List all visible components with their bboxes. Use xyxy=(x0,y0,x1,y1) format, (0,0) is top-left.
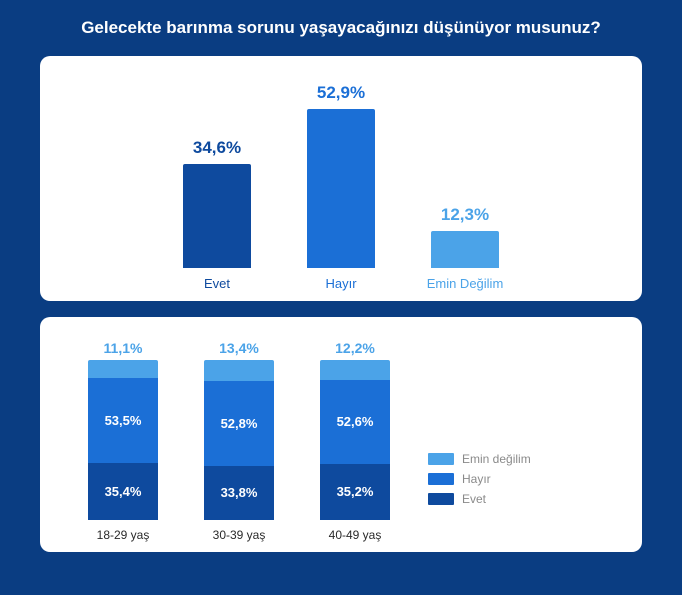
stack-top-value-label: 13,4% xyxy=(219,340,259,356)
legend-row: Emin değilim xyxy=(428,452,531,466)
stack-segment xyxy=(204,360,274,381)
stack-top-value-label: 12,2% xyxy=(335,340,375,356)
legend-label: Evet xyxy=(462,492,486,506)
stack: 52,6%35,2% xyxy=(320,360,390,520)
bar xyxy=(307,109,375,268)
legend-swatch xyxy=(428,473,454,485)
bar-value-label: 52,9% xyxy=(317,83,365,103)
stack-segment: 33,8% xyxy=(204,466,274,520)
stack-segment xyxy=(320,360,390,380)
legend-row: Evet xyxy=(428,492,531,506)
legend-label: Hayır xyxy=(462,472,491,486)
bar-value-label: 34,6% xyxy=(193,138,241,158)
legend-swatch xyxy=(428,493,454,505)
legend-label: Emin değilim xyxy=(462,452,531,466)
stack-segment: 52,8% xyxy=(204,381,274,465)
stack: 53,5%35,4% xyxy=(88,360,158,520)
top-bar-chart: 34,6% Evet 52,9% Hayır 12,3% Emin Değilim xyxy=(40,56,642,301)
stack-segment: 35,2% xyxy=(320,464,390,520)
stack-category-label: 40-49 yaş xyxy=(329,528,382,542)
legend-swatch xyxy=(428,453,454,465)
bar xyxy=(183,164,251,268)
stack: 52,8%33,8% xyxy=(204,360,274,520)
stack-top-value-label: 11,1% xyxy=(104,340,143,356)
stack-column: 13,4% 52,8%33,8% 30-39 yaş xyxy=(196,340,282,542)
stack-segment xyxy=(88,360,158,378)
stack-segment: 53,5% xyxy=(88,378,158,464)
legend-row: Hayır xyxy=(428,472,531,486)
bar-category-label: Evet xyxy=(204,276,230,291)
bottom-chart-panel: 11,1%53,5%35,4%18-29 yaş13,4%52,8%33,8%3… xyxy=(40,317,642,552)
stack-column: 12,2% 52,6%35,2% 40-49 yaş xyxy=(312,340,398,542)
legend: Emin değilim Hayır Evet xyxy=(428,452,531,506)
stack-segment: 52,6% xyxy=(320,380,390,464)
bar-category-label: Emin Değilim xyxy=(427,276,504,291)
bar-category-label: Hayır xyxy=(325,276,356,291)
bar-value-label: 12,3% xyxy=(441,205,489,225)
bar-column: 34,6% Evet xyxy=(172,138,262,291)
bar xyxy=(431,231,499,268)
stack-column: 11,1% 53,5%35,4% 18-29 yaş xyxy=(80,340,166,542)
stack-area: 11,1%53,5%35,4%18-29 yaş13,4%52,8%33,8%3… xyxy=(80,340,398,542)
stack-segment: 35,4% xyxy=(88,463,158,520)
page: Gelecekte barınma sorunu yaşayacağınızı … xyxy=(0,0,682,588)
bottom-stacked-chart: 11,1%53,5%35,4%18-29 yaş13,4%52,8%33,8%3… xyxy=(40,317,642,552)
bar-column: 52,9% Hayır xyxy=(296,83,386,291)
bar-column: 12,3% Emin Değilim xyxy=(420,205,510,291)
stack-category-label: 30-39 yaş xyxy=(213,528,266,542)
stack-category-label: 18-29 yaş xyxy=(97,528,150,542)
top-chart-panel: 34,6% Evet 52,9% Hayır 12,3% Emin Değilim xyxy=(40,56,642,301)
page-title: Gelecekte barınma sorunu yaşayacağınızı … xyxy=(40,18,642,38)
